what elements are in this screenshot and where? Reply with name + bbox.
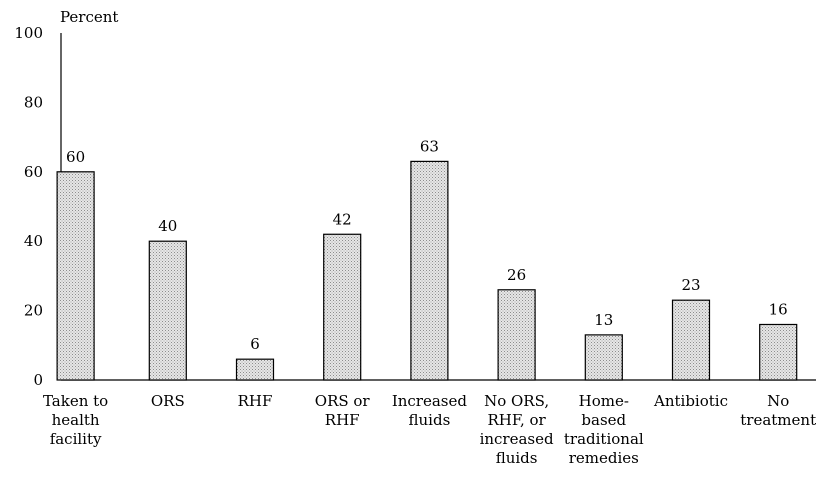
category-label-line: fluids [496, 449, 538, 467]
category-label-line: ORS [151, 392, 185, 410]
data-label: 13 [594, 311, 613, 329]
bar [148, 240, 187, 381]
bar [584, 334, 623, 381]
category-label-line: facility [50, 430, 102, 448]
category-label-line: RHF [325, 411, 360, 429]
data-label: 42 [333, 210, 352, 228]
category-label-line: RHF, or [488, 411, 547, 429]
category-label: Taken to health facility [43, 392, 108, 448]
y-tick-label: 100 [14, 24, 43, 42]
category-label-line: RHF [238, 392, 273, 410]
category-label: Increased fluids [392, 392, 468, 429]
category-label-line: No [767, 392, 789, 410]
category-label-line: Taken to [43, 392, 108, 410]
data-label: 26 [507, 266, 526, 284]
category-label: RHF [238, 392, 273, 410]
data-label: 6 [250, 335, 260, 353]
category-label-line: based [581, 411, 626, 429]
data-label: 63 [420, 137, 439, 155]
category-label-line: traditional [564, 430, 644, 448]
category-label: No ORS, RHF, or increased fluids [480, 392, 554, 467]
bar [235, 358, 275, 381]
bar [497, 289, 536, 381]
category-label-line: Increased [392, 392, 468, 410]
category-label: ORS [151, 392, 185, 410]
category-label: No treatment [740, 392, 816, 429]
y-tick-label: 20 [24, 302, 43, 320]
data-label: 16 [769, 300, 788, 318]
bar [759, 323, 798, 381]
category-label-line: increased [480, 430, 554, 448]
bar [323, 233, 362, 381]
category-label-line: No ORS, [484, 392, 549, 410]
y-tick-label: 80 [24, 93, 43, 111]
category-label-line: remedies [569, 449, 639, 467]
data-label: 60 [66, 148, 85, 166]
bar [410, 160, 449, 381]
category-label: ORS or RHF [315, 392, 371, 429]
category-label-line: health [52, 411, 100, 429]
category-label: Home-based traditional remedies [564, 392, 644, 467]
category-label: Antibiotic [653, 392, 728, 410]
y-tick-label: 40 [24, 232, 43, 250]
y-axis-label: Percent [60, 8, 118, 26]
category-label-line: fluids [409, 411, 451, 429]
data-label: 40 [158, 217, 177, 235]
category-label-line: Antibiotic [653, 392, 728, 410]
category-label-line: ORS or [315, 392, 371, 410]
data-label: 23 [681, 276, 700, 294]
y-tick-label: 60 [24, 163, 43, 181]
y-tick-label: 0 [33, 371, 43, 389]
plot-area: 0 20 40 60 80 100 60 Taken to health facility 40 OR… [14, 24, 816, 467]
category-label-line: treatment [740, 411, 816, 429]
bar [56, 171, 95, 381]
bar [671, 299, 711, 381]
category-label-line: Home- [579, 392, 629, 410]
